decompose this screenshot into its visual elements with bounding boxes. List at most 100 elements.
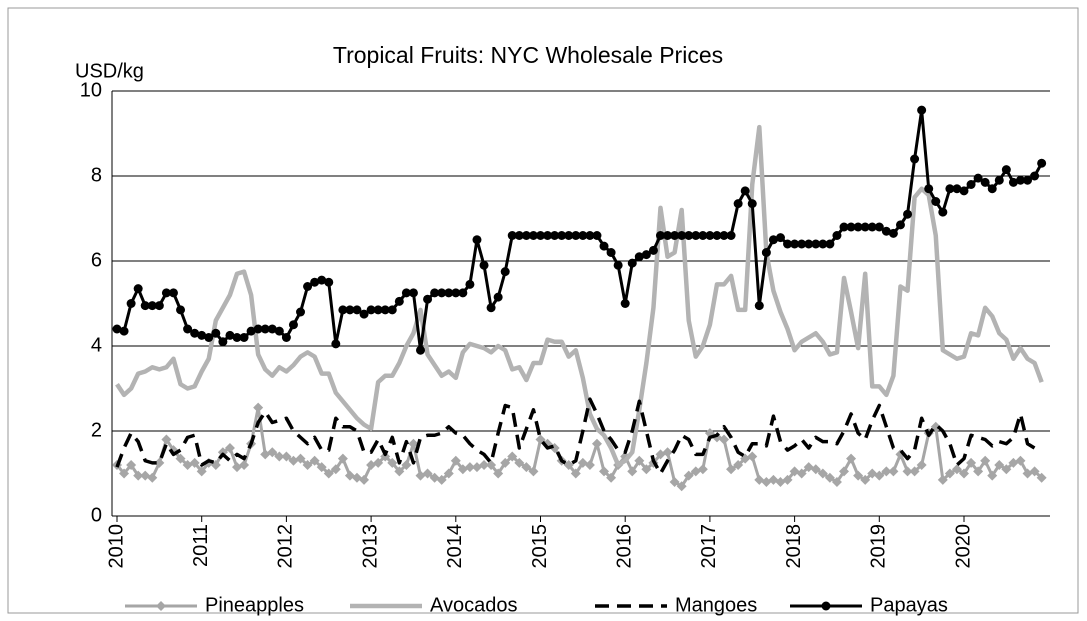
data-point xyxy=(168,288,178,298)
data-point xyxy=(493,468,504,479)
data-point xyxy=(973,466,984,477)
data-point xyxy=(796,468,807,479)
data-point xyxy=(345,305,355,315)
data-point xyxy=(1015,175,1025,185)
data-point xyxy=(952,184,962,194)
data-point xyxy=(225,330,235,340)
data-point xyxy=(408,438,419,449)
data-point xyxy=(888,466,899,477)
data-point xyxy=(1001,464,1012,475)
data-point xyxy=(733,199,743,209)
series-line xyxy=(116,108,1043,352)
data-point xyxy=(1037,158,1047,168)
data-point xyxy=(536,231,545,240)
data-point xyxy=(281,451,292,462)
data-point xyxy=(500,267,510,277)
data-point xyxy=(571,231,581,240)
data-point xyxy=(211,328,221,338)
data-point xyxy=(733,460,744,470)
data-point xyxy=(951,464,962,475)
data-point xyxy=(585,231,595,240)
data-point xyxy=(507,231,517,240)
data-point xyxy=(881,226,891,236)
data-point xyxy=(811,239,821,249)
data-point xyxy=(683,470,694,481)
data-point xyxy=(1030,171,1040,181)
data-point xyxy=(719,231,729,240)
data-point xyxy=(959,468,969,479)
data-point xyxy=(599,241,609,251)
data-point xyxy=(670,231,680,240)
data-point xyxy=(663,231,673,240)
data-point xyxy=(726,464,737,475)
legend-marker xyxy=(821,601,831,611)
data-point xyxy=(176,305,186,315)
data-point xyxy=(945,184,955,194)
y-tick-label: 10 xyxy=(80,79,102,101)
x-tick-label: 2014 xyxy=(444,524,466,569)
data-point xyxy=(126,299,136,308)
data-point xyxy=(543,231,553,240)
x-tick-label: 2015 xyxy=(529,524,551,569)
data-point xyxy=(190,328,200,338)
data-point xyxy=(959,186,969,196)
data-point xyxy=(669,477,680,487)
x-tick-label: 2020 xyxy=(952,524,974,569)
data-point xyxy=(902,466,913,477)
data-point xyxy=(846,453,857,464)
data-point xyxy=(521,231,531,240)
data-point xyxy=(578,231,588,240)
data-point xyxy=(450,455,461,466)
y-tick-label: 6 xyxy=(91,249,102,271)
data-point xyxy=(712,231,722,240)
data-point xyxy=(133,470,144,481)
legend-marker xyxy=(156,601,166,611)
legend-label: Papayas xyxy=(870,594,948,616)
data-point xyxy=(557,231,567,240)
data-point xyxy=(740,186,750,196)
data-point xyxy=(267,447,278,458)
data-point xyxy=(916,460,927,470)
data-point xyxy=(204,333,214,342)
data-point xyxy=(909,466,920,477)
data-point xyxy=(253,402,264,413)
data-point xyxy=(147,301,157,311)
data-point xyxy=(330,464,341,475)
data-point xyxy=(719,434,730,445)
data-point xyxy=(797,239,807,249)
data-point xyxy=(641,250,651,260)
x-tick-label: 2018 xyxy=(783,524,805,569)
y-tick-label: 4 xyxy=(91,334,102,356)
data-point xyxy=(239,460,250,470)
data-point xyxy=(1015,455,1026,466)
data-point xyxy=(782,474,793,485)
data-point xyxy=(337,453,348,464)
data-point xyxy=(422,468,433,479)
data-point xyxy=(401,288,411,298)
data-point xyxy=(380,451,391,462)
data-point xyxy=(627,258,637,268)
data-point xyxy=(126,460,137,470)
data-point xyxy=(839,222,849,232)
data-point xyxy=(260,324,270,334)
data-point xyxy=(331,339,341,349)
data-point xyxy=(937,474,948,485)
x-tick-label: 2013 xyxy=(359,524,381,569)
data-point xyxy=(655,231,665,240)
data-point xyxy=(394,296,404,306)
legend-label: Mangoes xyxy=(675,594,757,616)
y-tick-label: 2 xyxy=(91,419,102,441)
data-point xyxy=(359,474,370,485)
data-point xyxy=(874,222,884,232)
data-point xyxy=(570,468,581,479)
data-point xyxy=(324,277,334,287)
data-point xyxy=(380,305,390,315)
data-point xyxy=(175,453,186,464)
data-point xyxy=(274,451,285,462)
data-point xyxy=(253,324,263,334)
data-point xyxy=(373,457,384,468)
data-point xyxy=(910,154,920,164)
data-point xyxy=(987,184,997,194)
data-point xyxy=(119,468,130,479)
data-point xyxy=(550,231,560,240)
